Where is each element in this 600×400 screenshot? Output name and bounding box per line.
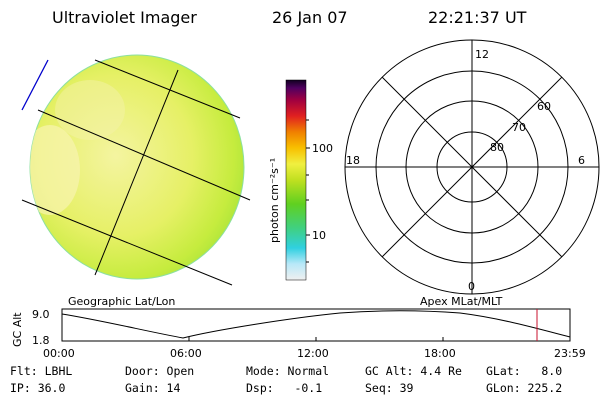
status-glon: GLon: 225.2 <box>486 381 563 395</box>
status-gc-alt: GC Alt: 4.4 Re <box>365 364 462 378</box>
geographic-grid <box>21 59 251 286</box>
polar-plot <box>344 39 600 295</box>
orbit-altitude-plot: GC Alt 9.0 1.8 00:00 06:00 12:00 18:00 2… <box>11 308 586 360</box>
orbit-xtick: 12:00 <box>297 347 329 360</box>
image-time: 22:21:37 UT <box>428 8 527 27</box>
spacecraft-direction-icon <box>21 59 49 111</box>
orbit-xtick: 18:00 <box>424 347 456 360</box>
orbit-xtick: 23:59 <box>554 347 586 360</box>
color-bar: 100 10 photon cm⁻²s⁻¹ <box>268 79 333 281</box>
page-title: Ultraviolet Imager <box>52 8 197 27</box>
colorbar-tick-high: 100 <box>312 142 333 155</box>
uv-image-disk <box>21 54 251 286</box>
orbit-ymin: 1.8 <box>32 334 50 347</box>
colorbar-unit-label: photon cm⁻²s⁻¹ <box>268 158 281 243</box>
status-flt: Flt: LBHL <box>10 364 73 378</box>
orbit-xtick: 00:00 <box>43 347 75 360</box>
polar-ring-label-70: 70 <box>512 121 526 134</box>
status-ip: IP: 36.0 <box>10 381 66 395</box>
polar-label-bottom: 0 <box>468 280 475 293</box>
orbit-ylabel: GC Alt <box>11 312 24 347</box>
status-gain: Gain: 14 <box>125 381 181 395</box>
geographic-label: Geographic Lat/Lon <box>68 295 175 308</box>
polar-label-right: 6 <box>578 154 585 167</box>
image-date: 26 Jan 07 <box>272 8 348 27</box>
status-glat: GLat: 8.0 <box>486 364 563 378</box>
status-seq: Seq: 39 <box>365 381 414 395</box>
status-door: Door: Open <box>125 364 195 378</box>
polar-ring-label-60: 60 <box>537 100 551 113</box>
status-mode: Mode: Normal <box>246 364 330 378</box>
orbit-xtick: 06:00 <box>170 347 202 360</box>
colorbar-tick-low: 10 <box>312 229 326 242</box>
orbit-ymax: 9.0 <box>32 308 50 321</box>
polar-label-top: 12 <box>475 48 489 61</box>
apex-label: Apex MLat/MLT <box>420 295 503 308</box>
status-dsp: Dsp: -0.1 <box>246 381 323 395</box>
polar-ring-label-80: 80 <box>490 141 504 154</box>
polar-label-left: 18 <box>346 154 360 167</box>
